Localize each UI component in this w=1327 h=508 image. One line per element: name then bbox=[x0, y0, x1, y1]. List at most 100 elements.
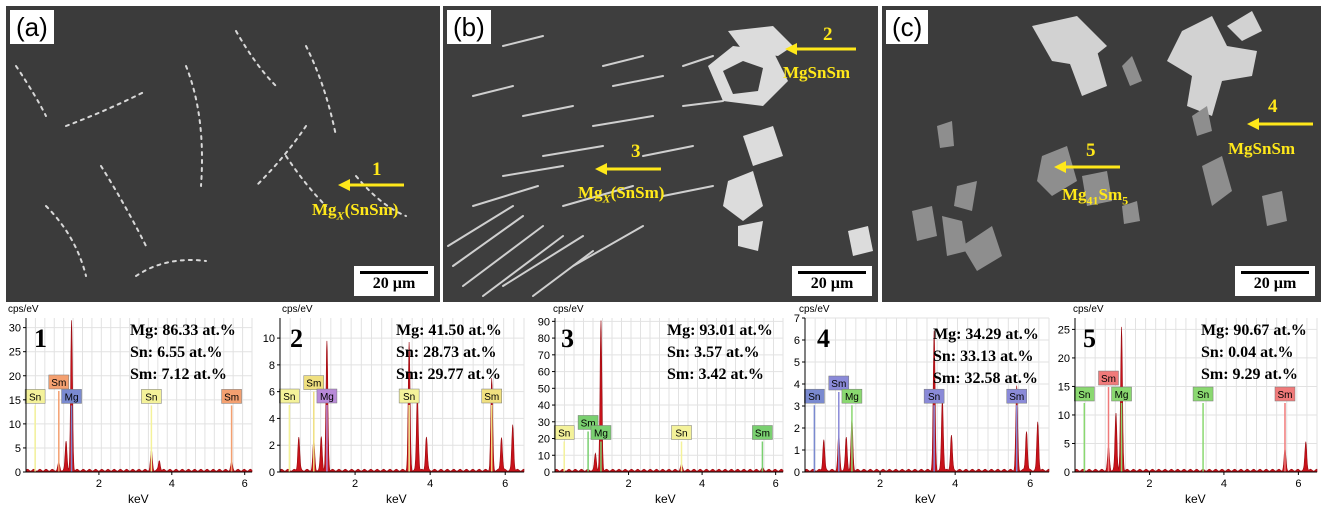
composition-sm-3: Sm: 3.42 at.% bbox=[667, 366, 764, 383]
composition-sn-3: Sn: 3.57 at.% bbox=[667, 344, 760, 361]
element-tag-label: Sn bbox=[283, 392, 295, 403]
element-tag-label: Sm bbox=[1009, 392, 1024, 403]
spectrum-area bbox=[554, 320, 784, 473]
ylabel-4: cps/eV bbox=[799, 304, 830, 315]
element-tag bbox=[841, 388, 863, 404]
x-tick-label: 4 bbox=[699, 478, 705, 490]
x-tick-label: 6 bbox=[242, 478, 248, 490]
y-tick-label: 80 bbox=[538, 333, 550, 345]
x-tick-label: 4 bbox=[169, 478, 175, 490]
x-tick-label: 4 bbox=[427, 478, 433, 490]
x-tick-label: 6 bbox=[1027, 478, 1033, 490]
element-tag bbox=[1098, 370, 1119, 386]
element-tag bbox=[481, 388, 502, 404]
y-tick-label: 2 bbox=[794, 423, 800, 435]
phase-label-4: MgSnSm bbox=[1228, 139, 1296, 158]
y-tick-label: 20 bbox=[9, 371, 21, 383]
spectrum-number-5: 5 bbox=[1083, 324, 1096, 353]
scale-bar-a: 20 µm bbox=[354, 266, 434, 296]
y-tick-label: 8 bbox=[269, 360, 275, 372]
y-tick-label: 40 bbox=[538, 400, 550, 412]
element-tag-label: Sn bbox=[808, 392, 820, 403]
spectrum-number-2: 2 bbox=[290, 324, 303, 353]
composition-3: Mg: 93.01 at.% Sn: 3.57 at.% Sm: 3.42 at… bbox=[667, 320, 773, 386]
composition-1: Mg: 86.33 at.% Sn: 6.55 at.% Sm: 7.12 at… bbox=[130, 320, 236, 386]
micrograph-c: (c) 4 MgSnSm 5 Mg41Sm5 20 µm bbox=[882, 6, 1321, 302]
element-tag bbox=[398, 388, 420, 404]
element-tag bbox=[221, 389, 242, 404]
micrograph-b: (b) 2 MgSnSm 3 MgX(SnSm) 20 µm bbox=[443, 6, 878, 302]
y-tick-label: 0 bbox=[1064, 467, 1070, 479]
y-tick-label: 20 bbox=[538, 434, 550, 446]
x-tick-label: 2 bbox=[1146, 478, 1152, 490]
y-tick-label: 2 bbox=[269, 440, 275, 452]
composition-4: Mg: 34.29 at.% Sn: 33.13 at.% Sm: 32.58 … bbox=[933, 324, 1039, 390]
element-tag bbox=[1074, 386, 1095, 402]
y-tick-label: 25 bbox=[9, 347, 21, 359]
xlabel-4: keV bbox=[915, 492, 936, 506]
element-tag bbox=[24, 389, 46, 404]
arrow-3 bbox=[595, 163, 661, 175]
element-tag-label: Sn bbox=[1197, 390, 1209, 401]
arrow-2 bbox=[785, 43, 856, 55]
y-tick-label: 3 bbox=[794, 401, 800, 413]
composition-sn-5: Sn: 0.04 at.% bbox=[1201, 344, 1294, 361]
y-tick-label: 10 bbox=[538, 450, 550, 462]
y-tick-label: 0 bbox=[794, 467, 800, 479]
microstructure-b bbox=[443, 6, 878, 302]
ylabel-5: cps/eV bbox=[1073, 304, 1104, 315]
y-tick-label: 6 bbox=[269, 387, 275, 399]
y-tick-label: 7 bbox=[794, 313, 800, 325]
element-tag bbox=[804, 388, 825, 404]
x-tick-label: 6 bbox=[502, 478, 508, 490]
element-tag-label: Sn bbox=[403, 392, 415, 403]
spectrum-3: cps/eV Sn Sm Mg Sn Sm 0 10 20 30 40 50 60 70 80 90 2 4 6 … bbox=[527, 304, 787, 508]
ylabel-1: cps/eV bbox=[8, 304, 39, 315]
y-tick-label: 15 bbox=[1058, 381, 1070, 393]
y-tick-label: 10 bbox=[263, 333, 275, 345]
element-tag-label: Sn bbox=[1078, 390, 1090, 401]
spectrum-area bbox=[279, 340, 525, 473]
y-tick-label: 60 bbox=[538, 367, 550, 379]
element-tag bbox=[141, 389, 162, 404]
element-tag bbox=[316, 388, 338, 404]
marker-number-5: 5 bbox=[1086, 140, 1096, 161]
ylabel-3: cps/eV bbox=[553, 304, 584, 315]
phase-label-1: MgX(SnSm) bbox=[312, 200, 399, 223]
x-tick-label: 4 bbox=[1221, 478, 1227, 490]
y-tick-label: 25 bbox=[1058, 324, 1070, 336]
element-tag-label: Sn bbox=[145, 392, 157, 403]
spectrum-plot-1: Sn Sm Mg Sn Sm 0 5 10 15 20 25 30 2 4 6 bbox=[9, 318, 253, 490]
microstructure-c bbox=[882, 6, 1321, 302]
spectrum-number-4: 4 bbox=[817, 324, 830, 353]
x-tick-label: 2 bbox=[625, 478, 631, 490]
y-tick-label: 5 bbox=[15, 443, 21, 455]
x-tick-label: 2 bbox=[352, 478, 358, 490]
composition-mg-4: Mg: 34.29 at.% bbox=[933, 326, 1039, 343]
element-tag-label: Sm bbox=[1101, 374, 1116, 385]
element-tag-label: Mg bbox=[845, 392, 859, 403]
element-tag-label: Sn bbox=[558, 429, 570, 440]
phase-label-5: Mg41Sm5 bbox=[1062, 185, 1129, 208]
x-tick-label: 6 bbox=[1295, 478, 1301, 490]
element-tag-label: Sm bbox=[224, 392, 239, 403]
y-tick-label: 1 bbox=[794, 445, 800, 457]
element-tag-label: Mg bbox=[594, 429, 608, 440]
element-tag bbox=[590, 425, 612, 440]
element-tag bbox=[671, 425, 692, 440]
y-tick-label: 30 bbox=[9, 323, 21, 335]
marker-number-2: 2 bbox=[823, 24, 833, 45]
xlabel-3: keV bbox=[655, 492, 676, 506]
element-tag-label: Sm bbox=[484, 392, 499, 403]
y-tick-label: 90 bbox=[538, 316, 550, 328]
y-tick-label: 10 bbox=[9, 419, 21, 431]
element-tag-label: Mg bbox=[65, 392, 79, 403]
element-tag-label: Mg bbox=[320, 392, 334, 403]
phase-label-3: MgX(SnSm) bbox=[578, 183, 665, 206]
element-tag-label: Sm bbox=[306, 379, 321, 390]
microstructure-a bbox=[6, 6, 440, 302]
element-tag bbox=[1192, 386, 1214, 402]
element-tag bbox=[48, 374, 70, 390]
composition-sm-4: Sm: 32.58 at.% bbox=[933, 370, 1038, 387]
